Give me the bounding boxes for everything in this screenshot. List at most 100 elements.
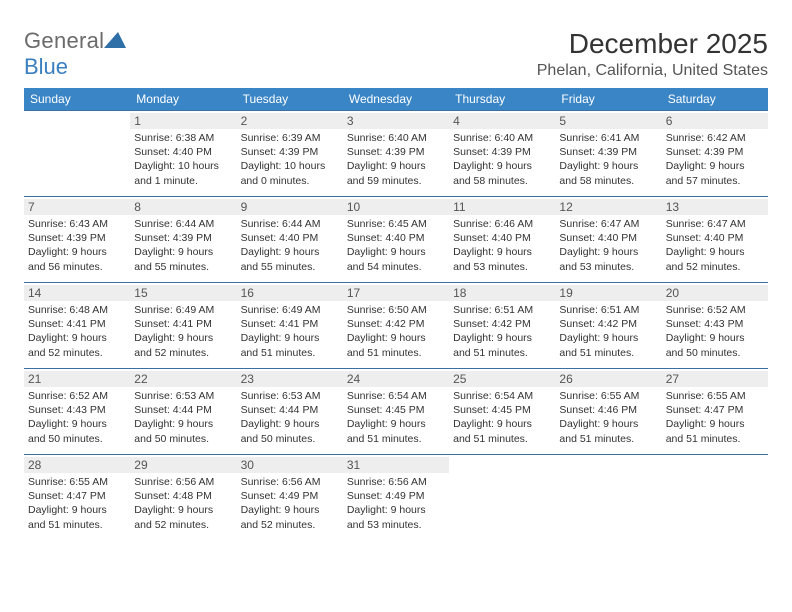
- calendar-day-cell: 21 Sunrise: 6:52 AMSunset: 4:43 PMDayligh…: [24, 369, 130, 455]
- day-details: Sunrise: 6:39 AMSunset: 4:39 PMDaylight:…: [241, 131, 339, 188]
- calendar-day-cell: 14Sunrise: 6:48 AMSunset: 4:41 PMDayligh…: [24, 283, 130, 369]
- calendar-week-row: 21 Sunrise: 6:52 AMSunset: 4:43 PMDayligh…: [24, 369, 768, 455]
- header: General Blue December 2025 Phelan, Calif…: [24, 28, 768, 80]
- calendar-day-cell: 12 Sunrise: 6:47 AMSunset: 4:40 PMDayligh…: [555, 197, 661, 283]
- calendar-week-row: 28 Sunrise: 6:55 AMSunset: 4:47 PMDayligh…: [24, 455, 768, 541]
- calendar-week-row: 1Sunrise: 6:38 AMSunset: 4:40 PMDaylight…: [24, 111, 768, 197]
- day-details: Sunrise: 6:55 AMSunset: 4:47 PMDaylight:…: [666, 389, 764, 446]
- day-details: Sunrise: 6:50 AMSunset: 4:42 PMDaylight:…: [347, 303, 445, 360]
- day-details: Sunrise: 6:43 AMSunset: 4:39 PMDaylight:…: [28, 217, 126, 274]
- calendar-day-cell: 31 Sunrise: 6:56 AMSunset: 4:49 PMDayligh…: [343, 455, 449, 541]
- day-number: 9: [237, 199, 343, 215]
- day-details: Sunrise: 6:54 AMSunset: 4:45 PMDaylight:…: [453, 389, 551, 446]
- logo-triangle-icon: [104, 32, 126, 53]
- calendar-day-cell: 22 Sunrise: 6:53 AMSunset: 4:44 PMDayligh…: [130, 369, 236, 455]
- calendar-day-cell: 28 Sunrise: 6:55 AMSunset: 4:47 PMDayligh…: [24, 455, 130, 541]
- day-details: Sunrise: 6:44 AMSunset: 4:39 PMDaylight:…: [134, 217, 232, 274]
- calendar-empty-cell: [555, 455, 661, 541]
- day-number: 21: [24, 371, 130, 387]
- day-number: 8: [130, 199, 236, 215]
- day-number: 7: [24, 199, 130, 215]
- day-number: 6: [662, 113, 768, 129]
- calendar-empty-cell: [662, 455, 768, 541]
- day-details: Sunrise: 6:55 AMSunset: 4:47 PMDaylight:…: [28, 475, 126, 532]
- calendar-day-cell: 20Sunrise: 6:52 AMSunset: 4:43 PMDayligh…: [662, 283, 768, 369]
- location: Phelan, California, United States: [537, 62, 768, 80]
- day-details: Sunrise: 6:56 AMSunset: 4:49 PMDaylight:…: [347, 475, 445, 532]
- day-details: Sunrise: 6:40 AMSunset: 4:39 PMDaylight:…: [453, 131, 551, 188]
- calendar-day-cell: 13 Sunrise: 6:47 AMSunset: 4:40 PMDayligh…: [662, 197, 768, 283]
- calendar-day-cell: 25 Sunrise: 6:54 AMSunset: 4:45 PMDayligh…: [449, 369, 555, 455]
- day-details: Sunrise: 6:52 AMSunset: 4:43 PMDaylight:…: [28, 389, 126, 446]
- calendar-empty-cell: [449, 455, 555, 541]
- day-number: 28: [24, 457, 130, 473]
- day-details: Sunrise: 6:44 AMSunset: 4:40 PMDaylight:…: [241, 217, 339, 274]
- day-number: 4: [449, 113, 555, 129]
- calendar-day-cell: 5 Sunrise: 6:41 AMSunset: 4:39 PMDaylight…: [555, 111, 661, 197]
- day-number: 23: [237, 371, 343, 387]
- calendar-day-cell: 19 Sunrise: 6:51 AMSunset: 4:42 PMDayligh…: [555, 283, 661, 369]
- day-details: Sunrise: 6:45 AMSunset: 4:40 PMDaylight:…: [347, 217, 445, 274]
- day-number: 18: [449, 285, 555, 301]
- calendar-day-cell: 29Sunrise: 6:56 AMSunset: 4:48 PMDayligh…: [130, 455, 236, 541]
- calendar-day-cell: 6 Sunrise: 6:42 AMSunset: 4:39 PMDaylight…: [662, 111, 768, 197]
- day-details: Sunrise: 6:38 AMSunset: 4:40 PMDaylight:…: [134, 131, 232, 188]
- title-block: December 2025 Phelan, California, United…: [537, 28, 768, 80]
- calendar-day-cell: 11Sunrise: 6:46 AMSunset: 4:40 PMDayligh…: [449, 197, 555, 283]
- calendar-day-cell: 10 Sunrise: 6:45 AMSunset: 4:40 PMDayligh…: [343, 197, 449, 283]
- day-details: Sunrise: 6:56 AMSunset: 4:48 PMDaylight:…: [134, 475, 232, 532]
- day-details: Sunrise: 6:41 AMSunset: 4:39 PMDaylight:…: [559, 131, 657, 188]
- day-number: 10: [343, 199, 449, 215]
- day-number: 17: [343, 285, 449, 301]
- day-header: Thursday: [449, 88, 555, 111]
- day-number: 2: [237, 113, 343, 129]
- day-details: Sunrise: 6:53 AMSunset: 4:44 PMDaylight:…: [134, 389, 232, 446]
- calendar-body: 1Sunrise: 6:38 AMSunset: 4:40 PMDaylight…: [24, 111, 768, 541]
- calendar-day-cell: 18Sunrise: 6:51 AMSunset: 4:42 PMDayligh…: [449, 283, 555, 369]
- logo-text: General Blue: [24, 28, 126, 80]
- day-details: Sunrise: 6:51 AMSunset: 4:42 PMDaylight:…: [559, 303, 657, 360]
- day-details: Sunrise: 6:49 AMSunset: 4:41 PMDaylight:…: [134, 303, 232, 360]
- day-number: 3: [343, 113, 449, 129]
- day-number: 30: [237, 457, 343, 473]
- day-header: Tuesday: [237, 88, 343, 111]
- day-number: 19: [555, 285, 661, 301]
- calendar-week-row: 14Sunrise: 6:48 AMSunset: 4:41 PMDayligh…: [24, 283, 768, 369]
- day-number: 12: [555, 199, 661, 215]
- calendar-day-cell: 17 Sunrise: 6:50 AMSunset: 4:42 PMDayligh…: [343, 283, 449, 369]
- day-number: 13: [662, 199, 768, 215]
- day-number: 20: [662, 285, 768, 301]
- calendar-day-cell: 4 Sunrise: 6:40 AMSunset: 4:39 PMDaylight…: [449, 111, 555, 197]
- day-details: Sunrise: 6:47 AMSunset: 4:40 PMDaylight:…: [666, 217, 764, 274]
- calendar-day-cell: 27 Sunrise: 6:55 AMSunset: 4:47 PMDayligh…: [662, 369, 768, 455]
- day-number: 15: [130, 285, 236, 301]
- calendar-day-cell: 1Sunrise: 6:38 AMSunset: 4:40 PMDaylight…: [130, 111, 236, 197]
- day-details: Sunrise: 6:53 AMSunset: 4:44 PMDaylight:…: [241, 389, 339, 446]
- day-details: Sunrise: 6:42 AMSunset: 4:39 PMDaylight:…: [666, 131, 764, 188]
- day-number: 25: [449, 371, 555, 387]
- calendar-day-cell: 2 Sunrise: 6:39 AMSunset: 4:39 PMDaylight…: [237, 111, 343, 197]
- calendar-day-cell: 9 Sunrise: 6:44 AMSunset: 4:40 PMDaylight…: [237, 197, 343, 283]
- logo-word-2: Blue: [24, 54, 68, 79]
- day-header: Saturday: [662, 88, 768, 111]
- calendar-day-cell: 16Sunrise: 6:49 AMSunset: 4:41 PMDayligh…: [237, 283, 343, 369]
- day-details: Sunrise: 6:54 AMSunset: 4:45 PMDaylight:…: [347, 389, 445, 446]
- day-number: 26: [555, 371, 661, 387]
- calendar-day-cell: 15 Sunrise: 6:49 AMSunset: 4:41 PMDayligh…: [130, 283, 236, 369]
- calendar-day-cell: 23 Sunrise: 6:53 AMSunset: 4:44 PMDayligh…: [237, 369, 343, 455]
- calendar-day-cell: 30Sunrise: 6:56 AMSunset: 4:49 PMDayligh…: [237, 455, 343, 541]
- day-number: 24: [343, 371, 449, 387]
- logo-word-1: General: [24, 28, 104, 53]
- day-number: 27: [662, 371, 768, 387]
- day-details: Sunrise: 6:47 AMSunset: 4:40 PMDaylight:…: [559, 217, 657, 274]
- month-title: December 2025: [537, 28, 768, 60]
- day-details: Sunrise: 6:48 AMSunset: 4:41 PMDaylight:…: [28, 303, 126, 360]
- calendar-week-row: 7 Sunrise: 6:43 AMSunset: 4:39 PMDaylight…: [24, 197, 768, 283]
- calendar-header-row: SundayMondayTuesdayWednesdayThursdayFrid…: [24, 88, 768, 111]
- day-number: 22: [130, 371, 236, 387]
- calendar-empty-cell: [24, 111, 130, 197]
- day-details: Sunrise: 6:40 AMSunset: 4:39 PMDaylight:…: [347, 131, 445, 188]
- day-number: 31: [343, 457, 449, 473]
- day-number: 5: [555, 113, 661, 129]
- calendar-day-cell: 26Sunrise: 6:55 AMSunset: 4:46 PMDayligh…: [555, 369, 661, 455]
